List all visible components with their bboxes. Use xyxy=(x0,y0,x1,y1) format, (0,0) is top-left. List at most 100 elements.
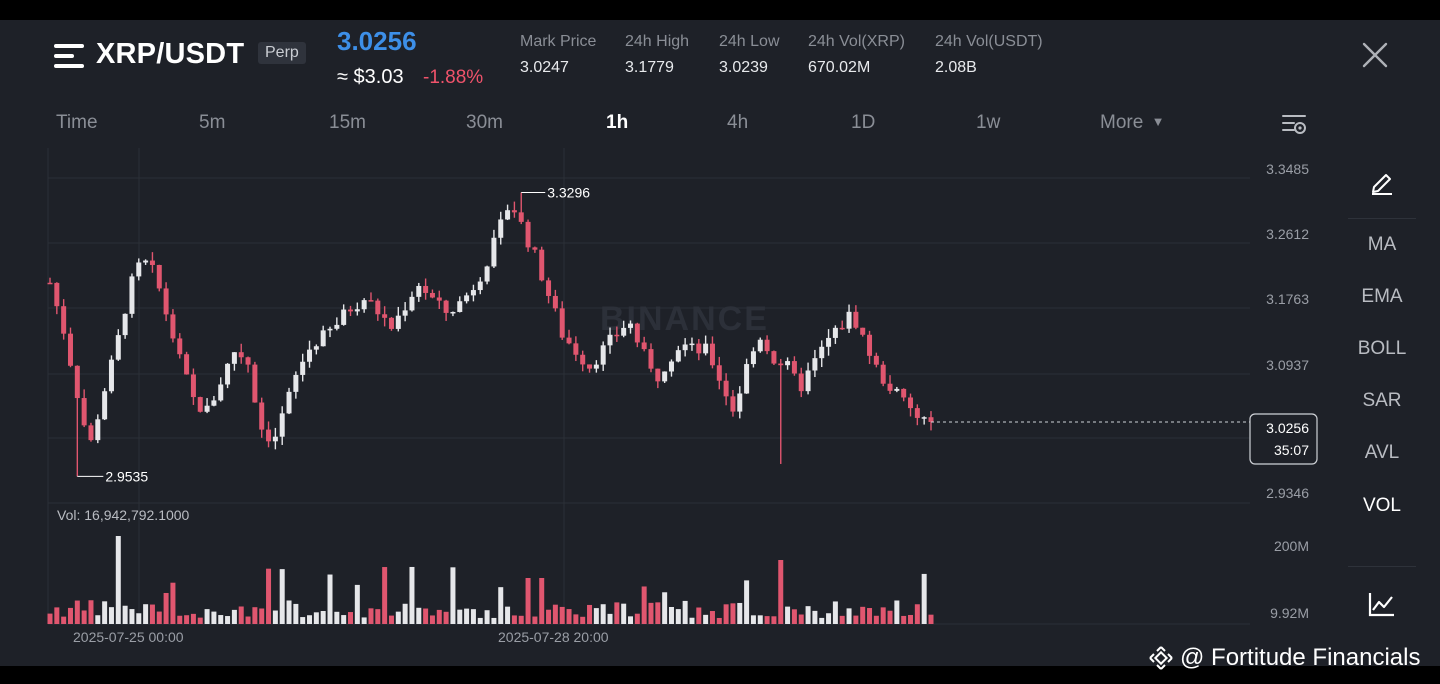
volume-bar xyxy=(860,606,866,624)
volume-bar xyxy=(921,573,927,624)
candle-body xyxy=(628,323,634,328)
time-axis-label: 2025-07-28 20:00 xyxy=(498,629,609,645)
candle-body xyxy=(505,210,511,220)
candle-body xyxy=(641,342,647,350)
volume-bar xyxy=(853,615,859,624)
volume-bar xyxy=(231,609,237,624)
price-axis-label: 3.1763 xyxy=(1266,291,1309,307)
tab-1h[interactable]: 1h xyxy=(606,112,629,133)
stat-24h-vol-usdt: 24h Vol(USDT) 2.08B xyxy=(935,33,1043,77)
candle-body xyxy=(129,276,135,314)
indicator-ma[interactable]: MA xyxy=(1367,234,1397,255)
candle-body xyxy=(313,346,319,350)
candle-body xyxy=(648,349,654,369)
indicator-sar[interactable]: SAR xyxy=(1362,390,1402,411)
volume-bar xyxy=(122,605,128,624)
candle-body xyxy=(600,345,606,365)
tab-5m[interactable]: 5m xyxy=(199,112,226,133)
volume-bar xyxy=(846,608,852,624)
tab-1w[interactable]: 1w xyxy=(976,112,1001,133)
candle-body xyxy=(347,309,353,312)
volume-bar xyxy=(259,608,265,624)
high-marker-label: 3.3296 xyxy=(547,184,590,200)
tab-15m[interactable]: 15m xyxy=(329,112,366,133)
volume-bar xyxy=(744,580,750,624)
candle-body xyxy=(47,282,53,285)
tab-time[interactable]: Time xyxy=(56,112,98,133)
volume-bar xyxy=(95,615,101,624)
volume-bar xyxy=(238,606,244,624)
candle-body xyxy=(149,260,155,265)
volume-bar xyxy=(826,613,832,624)
candle-body xyxy=(218,384,224,401)
candle-body xyxy=(566,337,572,344)
candle-body xyxy=(546,280,552,296)
volume-bar xyxy=(443,611,449,624)
indicator-avl[interactable]: AVL xyxy=(1364,442,1400,463)
stat-label: 24h Vol(USDT) xyxy=(935,33,1043,50)
volume-axis-label: 200M xyxy=(1274,538,1309,554)
volume-bar xyxy=(607,613,613,624)
volume-bar xyxy=(334,611,340,624)
pencil-icon[interactable] xyxy=(1368,167,1396,195)
tab-30m[interactable]: 30m xyxy=(466,112,503,133)
candle-body xyxy=(668,361,674,372)
volume-bar xyxy=(764,616,770,624)
symbol-title[interactable]: XRP/USDT xyxy=(96,38,245,70)
volume-bar xyxy=(266,568,272,624)
candle-body xyxy=(709,343,715,366)
tab-more[interactable]: More ▼ xyxy=(1100,112,1164,134)
candle-body xyxy=(184,354,190,375)
volume-bar xyxy=(279,569,285,624)
volume-bar xyxy=(163,592,169,624)
tab-1d[interactable]: 1D xyxy=(851,112,876,133)
volume-bar xyxy=(252,607,258,624)
volume-bar xyxy=(190,613,196,624)
indicator-boll[interactable]: BOLL xyxy=(1357,338,1407,359)
volume-bar xyxy=(505,606,511,624)
time-axis-label: 2025-07-25 00:00 xyxy=(73,629,184,645)
close-icon[interactable] xyxy=(1362,42,1388,68)
volume-bar xyxy=(341,615,347,624)
candle-body xyxy=(518,212,524,222)
volume-bar xyxy=(546,609,552,624)
settings-icon[interactable] xyxy=(1281,112,1307,136)
current-price-box xyxy=(1249,413,1318,465)
candle-body xyxy=(197,397,203,412)
volume-bar xyxy=(450,567,456,624)
volume-bar xyxy=(552,604,558,624)
volume-bar xyxy=(477,617,483,624)
caret-down-icon: ▼ xyxy=(1151,114,1165,129)
tab-more-label: More xyxy=(1100,112,1144,133)
menu-icon[interactable] xyxy=(54,42,84,70)
candle-body xyxy=(354,309,360,312)
volume-bar xyxy=(757,615,763,624)
candlestick-chart[interactable]: BINANCE 3.34853.26123.17633.09372.93463.… xyxy=(0,140,1345,650)
volume-bar xyxy=(668,607,674,624)
volume-bar xyxy=(320,610,326,624)
chart-trend-icon[interactable] xyxy=(1367,590,1397,618)
candle-body xyxy=(607,334,613,346)
indicator-vol[interactable]: VOL xyxy=(1362,495,1402,516)
tab-4h[interactable]: 4h xyxy=(727,112,749,133)
volume-bar xyxy=(211,611,217,624)
stat-value: 3.0247 xyxy=(520,59,569,76)
candle-body xyxy=(81,398,87,426)
volume-bar xyxy=(402,603,408,624)
candle-body xyxy=(655,368,661,382)
volume-bar xyxy=(880,607,886,624)
volume-bar xyxy=(354,584,360,624)
app-window xyxy=(0,20,1440,666)
volume-bar xyxy=(293,603,299,624)
stat-24h-high: 24h High 3.1779 xyxy=(625,33,689,77)
indicator-ema[interactable]: EMA xyxy=(1361,286,1403,307)
volume-bar xyxy=(805,606,811,624)
volume-bar xyxy=(81,610,87,624)
candle-body xyxy=(156,264,162,289)
volume-bar xyxy=(409,566,415,624)
chart-labels: 3.3485 3.2612 3.1763 3.0937 2.9346 3.3296 2.95… xyxy=(57,161,1318,645)
candle-body xyxy=(122,313,128,336)
candle-body xyxy=(921,417,927,419)
volume-bar xyxy=(839,615,845,624)
candle-body xyxy=(846,311,852,329)
